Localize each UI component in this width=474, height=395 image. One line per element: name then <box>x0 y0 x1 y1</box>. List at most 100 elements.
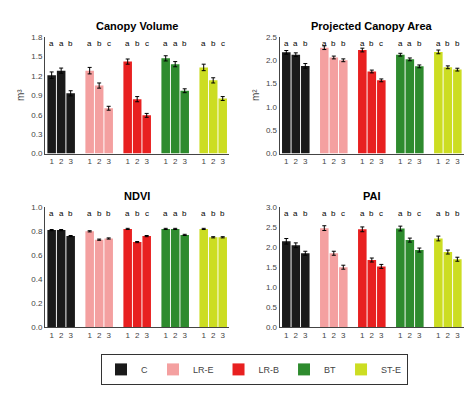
svg-text:b: b <box>303 39 308 48</box>
svg-text:b: b <box>182 39 187 48</box>
svg-text:m²: m² <box>250 89 261 101</box>
svg-text:1.8: 1.8 <box>31 33 43 42</box>
svg-text:m³: m³ <box>15 89 26 101</box>
svg-text:2.5: 2.5 <box>266 223 278 232</box>
svg-text:1: 1 <box>322 157 327 166</box>
svg-text:1: 1 <box>163 157 168 166</box>
svg-text:3: 3 <box>303 331 308 340</box>
svg-text:1.5: 1.5 <box>31 52 43 61</box>
svg-text:2: 2 <box>135 157 140 166</box>
svg-text:0.4: 0.4 <box>31 275 43 284</box>
svg-text:1.0: 1.0 <box>266 103 278 112</box>
svg-text:c: c <box>341 209 345 218</box>
svg-text:3: 3 <box>220 157 225 166</box>
svg-text:b: b <box>97 209 102 218</box>
svg-text:0.9: 0.9 <box>31 91 43 100</box>
svg-text:b: b <box>331 39 336 48</box>
svg-text:a: a <box>49 39 54 48</box>
svg-text:C: C <box>141 365 148 375</box>
svg-text:2: 2 <box>211 157 216 166</box>
svg-text:LR-B: LR-B <box>259 365 280 375</box>
svg-text:2: 2 <box>97 331 102 340</box>
svg-text:BT: BT <box>324 365 336 375</box>
svg-text:a: a <box>173 39 178 48</box>
svg-text:b: b <box>135 39 140 48</box>
svg-text:2.5: 2.5 <box>266 33 278 42</box>
svg-text:a: a <box>293 209 298 218</box>
svg-text:3: 3 <box>144 331 149 340</box>
svg-text:2: 2 <box>408 331 413 340</box>
svg-text:b: b <box>369 209 374 218</box>
svg-text:2: 2 <box>135 331 140 340</box>
svg-text:2: 2 <box>173 331 178 340</box>
svg-text:3: 3 <box>106 157 111 166</box>
svg-text:b: b <box>407 209 412 218</box>
svg-text:a: a <box>436 209 441 218</box>
svg-text:0.0: 0.0 <box>266 323 278 332</box>
svg-text:a: a <box>87 39 92 48</box>
svg-text:1: 1 <box>49 331 54 340</box>
svg-text:Projected Canopy Area: Projected Canopy Area <box>311 20 433 32</box>
svg-text:b: b <box>341 39 346 48</box>
svg-text:PAI: PAI <box>363 190 381 202</box>
svg-text:1.0: 1.0 <box>266 283 278 292</box>
svg-text:1: 1 <box>201 331 206 340</box>
svg-text:a: a <box>59 209 64 218</box>
svg-text:3: 3 <box>341 331 346 340</box>
svg-text:a: a <box>360 39 365 48</box>
svg-text:a: a <box>398 39 403 48</box>
svg-text:1.5: 1.5 <box>266 79 278 88</box>
svg-text:3: 3 <box>220 331 225 340</box>
svg-text:b: b <box>68 209 73 218</box>
svg-text:c: c <box>145 209 149 218</box>
svg-text:a: a <box>201 209 206 218</box>
svg-text:a: a <box>293 39 298 48</box>
svg-text:a: a <box>322 39 327 48</box>
svg-text:1: 1 <box>436 157 441 166</box>
svg-text:a: a <box>49 209 54 218</box>
svg-text:2: 2 <box>408 157 413 166</box>
svg-text:b: b <box>68 39 73 48</box>
svg-text:1: 1 <box>163 331 168 340</box>
svg-text:1: 1 <box>49 157 54 166</box>
svg-text:1: 1 <box>284 157 289 166</box>
svg-text:0.0: 0.0 <box>266 149 278 158</box>
svg-text:a: a <box>125 209 130 218</box>
svg-text:1: 1 <box>360 331 365 340</box>
svg-text:0.0: 0.0 <box>31 323 43 332</box>
svg-text:3: 3 <box>106 331 111 340</box>
svg-text:2: 2 <box>370 157 375 166</box>
svg-text:b: b <box>135 209 140 218</box>
svg-text:0.5: 0.5 <box>266 126 278 135</box>
svg-text:2: 2 <box>59 157 64 166</box>
svg-text:1: 1 <box>398 157 403 166</box>
svg-text:a: a <box>173 209 178 218</box>
svg-text:3.0: 3.0 <box>266 203 278 212</box>
svg-text:2: 2 <box>294 331 299 340</box>
svg-text:2: 2 <box>332 157 337 166</box>
svg-text:1: 1 <box>87 331 92 340</box>
svg-text:1.0: 1.0 <box>31 203 43 212</box>
svg-text:NDVI: NDVI <box>124 190 150 202</box>
svg-text:2: 2 <box>332 331 337 340</box>
svg-text:3: 3 <box>68 331 73 340</box>
svg-text:0.0: 0.0 <box>31 149 43 158</box>
svg-text:c: c <box>221 39 225 48</box>
svg-text:c: c <box>417 209 421 218</box>
svg-text:0.2: 0.2 <box>31 299 43 308</box>
svg-text:3: 3 <box>182 157 187 166</box>
svg-text:1: 1 <box>322 331 327 340</box>
svg-text:c: c <box>379 209 383 218</box>
svg-text:b: b <box>445 209 450 218</box>
svg-text:b: b <box>455 209 460 218</box>
svg-text:b: b <box>303 209 308 218</box>
svg-text:a: a <box>163 39 168 48</box>
svg-text:c: c <box>107 39 111 48</box>
svg-text:b: b <box>211 39 216 48</box>
svg-text:Canopy Volume: Canopy Volume <box>96 20 178 32</box>
svg-text:0.8: 0.8 <box>31 227 43 236</box>
svg-text:a: a <box>284 39 289 48</box>
svg-text:3: 3 <box>341 157 346 166</box>
svg-text:0.3: 0.3 <box>31 130 43 139</box>
svg-text:1: 1 <box>125 157 130 166</box>
